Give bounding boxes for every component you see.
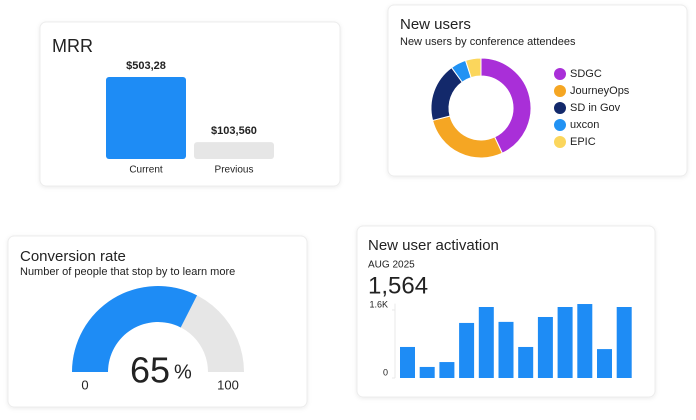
bar (577, 304, 593, 378)
bar (597, 349, 612, 378)
category-label: Previous (215, 165, 254, 176)
chart-title: New user activation (368, 237, 499, 254)
gauge-unit: % (174, 361, 192, 383)
bar (478, 307, 494, 378)
chart-subtitle: New users by conference attendees (400, 36, 576, 48)
category-label: Current (129, 165, 163, 176)
chart-subtitle: AUG 2025 (368, 260, 415, 271)
value-label: $103,560 (211, 125, 257, 137)
bar (459, 322, 475, 378)
legend-swatch (554, 136, 566, 148)
bar (537, 316, 553, 378)
chart-subtitle: Number of people that stop by to learn m… (20, 266, 235, 278)
bar (518, 346, 534, 378)
y-tick-label: 0 (383, 367, 388, 377)
bar (616, 307, 632, 378)
legend-label: uxcon (570, 119, 599, 131)
bar (419, 366, 435, 378)
bar (439, 362, 455, 378)
chart-title: MRR (52, 36, 93, 56)
headline: 1,564 (368, 272, 428, 299)
chart-title: New users (400, 16, 471, 33)
bar (194, 142, 274, 159)
legend-swatch (554, 85, 566, 97)
legend-swatch (554, 119, 566, 131)
gauge-min: 0 (81, 377, 88, 392)
y-tick-label: 1.6K (369, 299, 388, 309)
legend-label: SDGC (570, 68, 602, 80)
gauge-max: 100 (217, 377, 239, 392)
legend-label: SD in Gov (570, 102, 621, 114)
chart-title: Conversion rate (20, 248, 126, 265)
bar (557, 307, 573, 378)
bar (400, 346, 415, 378)
bar (106, 77, 186, 159)
legend-label: EPIC (570, 136, 596, 148)
legend-swatch (554, 102, 566, 114)
donut-slice (464, 57, 482, 79)
bar (498, 321, 514, 378)
gauge-value (72, 286, 198, 372)
legend-swatch (554, 68, 566, 80)
gauge-value-label: 65 (130, 350, 170, 391)
legend-label: JourneyOps (570, 85, 630, 97)
card (387, 4, 688, 177)
value-label: $503,28 (126, 60, 166, 72)
